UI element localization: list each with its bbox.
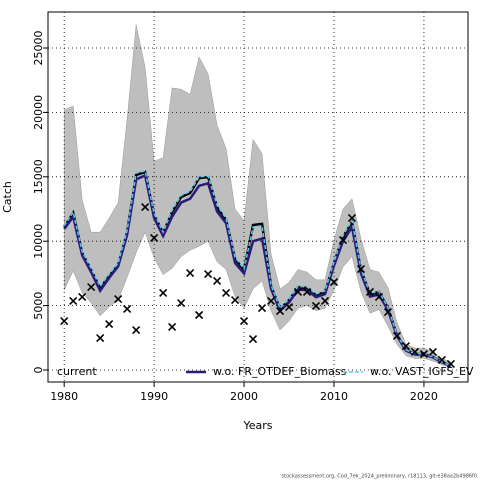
series-line — [63, 170, 452, 367]
observed-point — [293, 287, 303, 297]
confidence-band — [63, 24, 452, 368]
observed-point — [329, 277, 339, 287]
observed-point — [168, 322, 177, 332]
x-tick-label: 1980 — [50, 390, 78, 403]
y-axis-label: Catch — [1, 181, 14, 213]
observed-point — [320, 296, 330, 306]
plot-frame — [47, 11, 469, 383]
observed-point — [302, 287, 312, 297]
observed-point — [419, 349, 428, 359]
observed-point — [383, 307, 393, 317]
x-tick-label: 1990 — [140, 390, 168, 403]
y-tick-label: 10000 — [32, 224, 45, 259]
observed-point — [96, 333, 105, 343]
y-tick-label: 25000 — [32, 30, 45, 65]
y-tick-label: 15000 — [32, 159, 45, 194]
observed-point — [410, 347, 420, 357]
observed-point — [401, 341, 411, 351]
legend-label: w.o. VAST_IGFS_EV — [370, 365, 474, 378]
observed-point — [222, 288, 231, 298]
observed-point — [186, 268, 195, 278]
observed-point — [374, 292, 384, 302]
observed-point — [257, 303, 267, 313]
legend-label: current — [57, 365, 97, 378]
x-tick-label: 2020 — [410, 390, 438, 403]
legend-label: w.o. FR_OTDEF_Biomass — [213, 365, 347, 378]
observed-point — [177, 298, 186, 308]
observed-point — [275, 306, 285, 316]
observed-point — [141, 203, 150, 212]
observed-point — [114, 294, 123, 304]
x-axis-label: Years — [242, 419, 272, 432]
observed-point — [213, 276, 222, 286]
observed-point — [239, 316, 249, 326]
observed-point — [266, 296, 276, 306]
x-tick-label: 2010 — [320, 390, 348, 403]
observed-point — [87, 282, 96, 292]
observed-point — [428, 347, 437, 357]
observed-point — [356, 264, 366, 274]
observed-point — [231, 295, 240, 305]
observed-point — [365, 287, 375, 297]
observed-point — [123, 304, 132, 314]
observed-point — [150, 233, 159, 243]
y-tick-label: 5000 — [32, 292, 45, 320]
footer: stockassessment.org, Cod_7ek_2024_prelim… — [282, 474, 477, 480]
observed-point — [446, 359, 455, 369]
observed-point — [392, 331, 402, 341]
observed-point — [132, 326, 141, 335]
y-tick-label: 0 — [32, 366, 45, 373]
observed-point — [248, 335, 258, 344]
observed-point — [311, 301, 321, 311]
observed-point — [195, 310, 204, 320]
y-tick-label: 20000 — [32, 95, 45, 130]
observed-point — [78, 292, 87, 302]
observed-point — [60, 316, 69, 326]
observed-point — [437, 355, 446, 365]
observed-point — [284, 302, 294, 312]
observed-point — [69, 296, 78, 306]
observed-point — [159, 288, 168, 298]
x-tick-label: 2000 — [230, 390, 258, 403]
observed-point — [338, 235, 348, 245]
observed-point — [204, 269, 213, 279]
observed-point — [105, 319, 114, 329]
observed-point — [347, 213, 357, 223]
